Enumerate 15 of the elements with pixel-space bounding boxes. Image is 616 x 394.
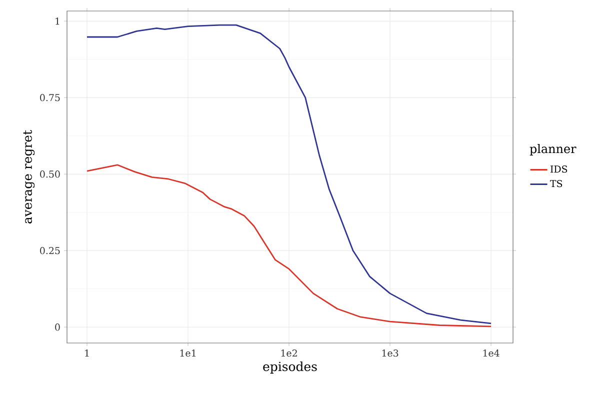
x-tick-label: 1e3 [382,350,398,357]
y-tick-label: 1 [56,18,60,25]
legend-label: IDS [550,165,568,173]
y-tick-label: 0.75 [40,94,60,102]
legend-title: planner [530,144,576,156]
x-tick-label: 1e2 [281,350,297,357]
y-tick-label: 0.50 [40,170,60,178]
y-tick-label: 0.25 [40,247,60,254]
y-axis-title: average regret [23,130,35,224]
x-tick-label: 1 [85,350,89,357]
x-tick-label: 1e1 [180,350,196,357]
legend-label: TS [550,180,562,188]
x-axis-title: episodes [263,362,317,374]
y-tick-label: 0 [55,324,60,331]
x-tick-label: 1e4 [483,350,500,357]
